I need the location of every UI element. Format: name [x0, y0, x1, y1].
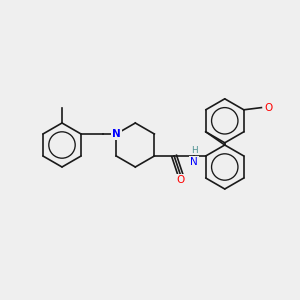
Text: N: N [112, 129, 121, 139]
Text: O: O [264, 103, 273, 112]
Text: O: O [177, 175, 185, 185]
Text: H: H [190, 146, 197, 155]
Text: N: N [190, 157, 198, 167]
